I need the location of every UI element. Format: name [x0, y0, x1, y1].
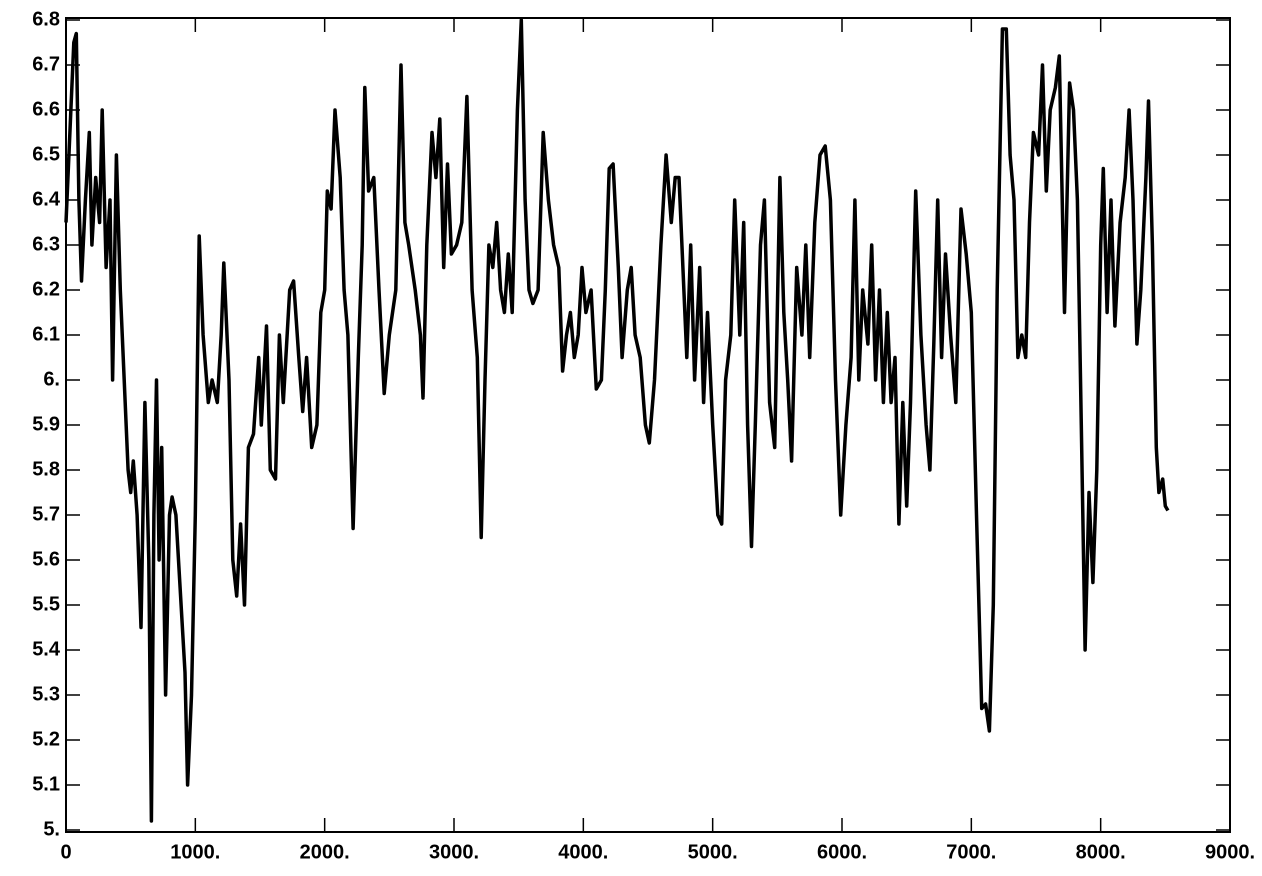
y-tick-label: 5.8: [32, 458, 60, 480]
x-tick-label: 8000.: [1076, 841, 1126, 863]
plot-frame: [65, 17, 1231, 833]
y-tick-label: 6.4: [32, 188, 61, 210]
y-tick-label: 6.8: [32, 8, 60, 30]
x-tick-label: 9000.: [1205, 841, 1255, 863]
y-tick-label: 5.3: [32, 683, 60, 705]
data-line: [64, 18, 1170, 823]
x-tick-label: 6000.: [817, 841, 867, 863]
y-tick-label: 6.1: [32, 323, 60, 345]
y-tick-label: 6.6: [32, 98, 60, 120]
x-tick-label: 2000.: [300, 841, 350, 863]
y-tick-label: 6.2: [32, 278, 60, 300]
x-tick-label: 7000.: [946, 841, 996, 863]
y-tick-label: 6.3: [32, 233, 60, 255]
y-tick-label: 6.7: [32, 53, 60, 75]
y-tick-label: 6.5: [32, 143, 60, 165]
y-tick-label: 6.: [43, 368, 60, 390]
y-tick-label: 5.6: [32, 548, 60, 570]
y-tick-label: 5.: [43, 818, 60, 840]
x-tick-label: 1000.: [170, 841, 220, 863]
x-tick-label: 3000.: [429, 841, 479, 863]
y-tick-label: 5.4: [32, 638, 61, 660]
x-tick-label: 4000.: [558, 841, 608, 863]
y-tick-label: 5.2: [32, 728, 60, 750]
x-tick-label: 0: [60, 841, 71, 863]
y-tick-label: 5.1: [32, 773, 60, 795]
y-tick-label: 5.5: [32, 593, 60, 615]
y-tick-label: 5.7: [32, 503, 60, 525]
x-tick-label: 5000.: [688, 841, 738, 863]
y-tick-label: 5.9: [32, 413, 60, 435]
